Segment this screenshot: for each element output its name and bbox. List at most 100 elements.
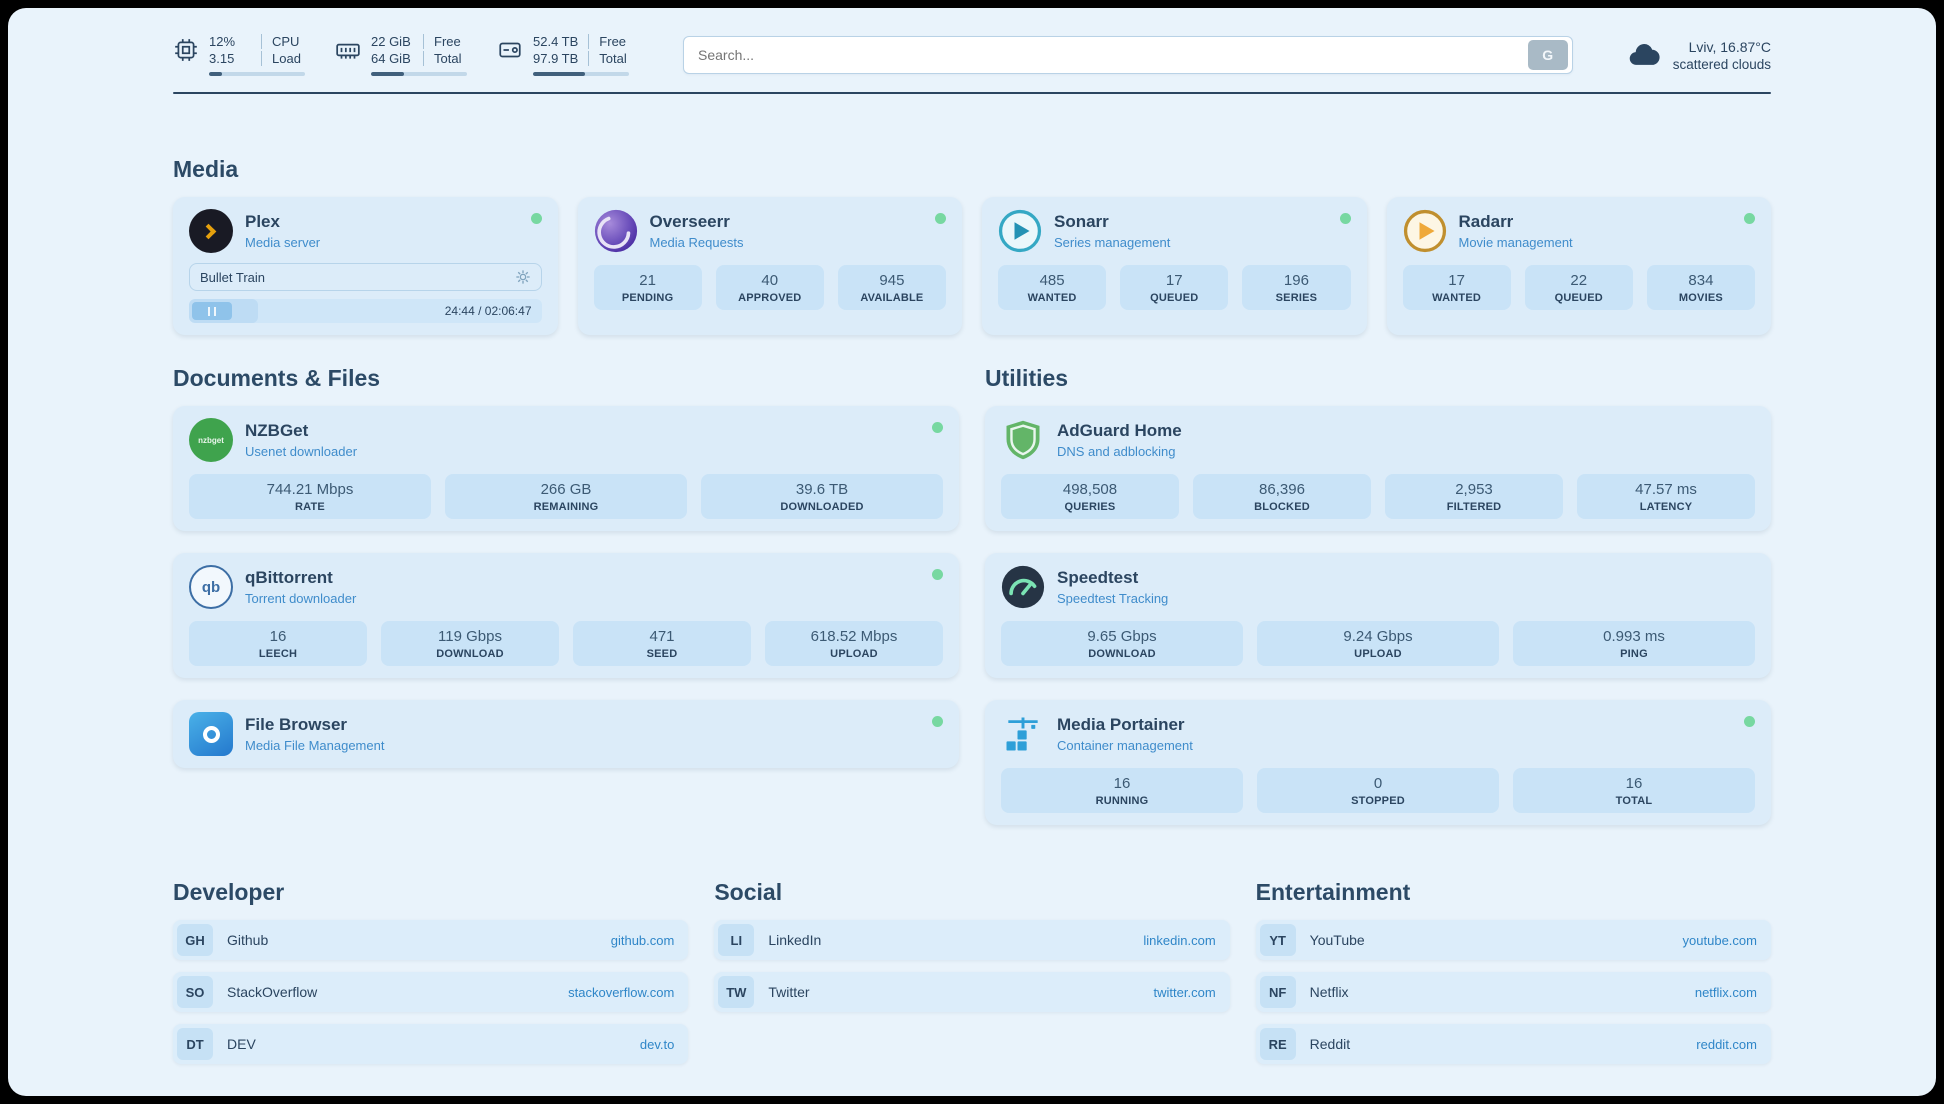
ram-total-value: 64 GiB (371, 51, 411, 66)
bookmark-github[interactable]: GH Github github.com (173, 920, 689, 960)
bookmark-twitter[interactable]: TW Twitter twitter.com (714, 972, 1230, 1012)
gear-icon[interactable] (515, 269, 531, 285)
bookmarks-social: Social LI LinkedIn linkedin.com TW Twitt… (714, 879, 1230, 1064)
status-dot (530, 213, 542, 224)
status-dot (1744, 716, 1755, 727)
stat-value: 17 (1165, 272, 1183, 289)
bookmark-url[interactable]: reddit.com (1696, 1036, 1757, 1052)
filebrowser-icon (189, 712, 233, 756)
section-heading-documents: Documents & Files (173, 365, 381, 391)
bookmark-abbr-badge: RE (1259, 1028, 1296, 1060)
card-title: Plex (245, 212, 280, 231)
stat-queued: 17 QUEUED (1120, 265, 1229, 310)
sonarr-card[interactable]: Sonarr Series management 485 WANTED 17 Q… (982, 197, 1367, 335)
stat-value: 2,953 (1455, 481, 1493, 498)
stat-total: 16 TOTAL (1513, 768, 1755, 813)
stat-queued: 22 QUEUED (1524, 265, 1633, 310)
card-subtitle: Media server (245, 235, 321, 250)
card-title: AdGuard Home (1057, 421, 1182, 440)
bookmark-netflix[interactable]: NF Netflix netflix.com (1255, 972, 1771, 1012)
ram-free-label: Free (423, 34, 461, 49)
search-input[interactable] (698, 47, 1528, 63)
disk-widget: 52.4 TB Free 97.9 TB Total (497, 34, 629, 76)
stat-value: 47.57 ms (1635, 481, 1697, 498)
overseerr-card[interactable]: Overseerr Media Requests 21 PENDING 40 A… (577, 197, 962, 335)
card-subtitle: Media Requests (649, 235, 744, 250)
bookmark-url[interactable]: youtube.com (1682, 932, 1757, 948)
bookmark-url[interactable]: linkedin.com (1143, 932, 1216, 948)
card-subtitle: Usenet downloader (245, 444, 358, 459)
radarr-icon (1403, 209, 1446, 253)
ram-free-value: 22 GiB (371, 34, 411, 49)
stat-value: 0 (1373, 775, 1383, 792)
bookmark-linkedin[interactable]: LI LinkedIn linkedin.com (714, 920, 1230, 960)
search-engine-button[interactable]: G (1527, 40, 1568, 70)
bookmark-url[interactable]: netflix.com (1694, 984, 1757, 1000)
card-title: Radarr (1458, 212, 1514, 231)
cpu-load-value: 3.15 (209, 51, 235, 66)
search-box[interactable]: G (683, 36, 1573, 74)
stat-blocked: 86,396 BLOCKED (1193, 474, 1371, 519)
playback-progress-bar[interactable]: 24:44 / 02:06:47 (189, 299, 542, 323)
stat-label: QUEUED (1150, 292, 1199, 304)
disk-free-label: Free (588, 34, 626, 49)
bookmark-reddit[interactable]: RE Reddit reddit.com (1255, 1024, 1771, 1064)
ram-progress-bar (371, 72, 467, 76)
stat-label: MOVIES (1678, 292, 1723, 304)
status-dot (932, 569, 943, 580)
stat-download: 9.65 Gbps DOWNLOAD (1001, 621, 1243, 666)
bookmark-url[interactable]: github.com (610, 932, 675, 948)
filebrowser-card[interactable]: File Browser Media File Management (173, 700, 959, 768)
disk-progress-bar (533, 72, 629, 76)
stat-label: RATE (295, 501, 325, 513)
top-divider (173, 92, 1771, 94)
stat-label: SEED (646, 648, 678, 660)
card-subtitle: Container management (1057, 738, 1193, 753)
radarr-card[interactable]: Radarr Movie management 17 WANTED 22 QUE… (1386, 197, 1771, 335)
stat-value: 119 Gbps (438, 628, 502, 645)
bookmark-abbr-badge: YT (1259, 924, 1296, 956)
bookmark-youtube[interactable]: YT YouTube youtube.com (1255, 920, 1771, 960)
ram-total-label: Total (423, 51, 461, 66)
stat-label: WANTED (1027, 292, 1077, 304)
bookmark-abbr-badge: NF (1259, 976, 1296, 1008)
speedtest-card[interactable]: Speedtest Speedtest Tracking 9.65 Gbps D… (985, 553, 1771, 678)
stat-value: 39.6 TB (795, 481, 849, 498)
qbittorrent-card[interactable]: qb qBittorrent Torrent downloader 16 LEE… (173, 553, 959, 678)
stat-label: QUEUED (1554, 292, 1603, 304)
stat-value: 0.993 ms (1603, 628, 1665, 645)
stat-label: LATENCY (1639, 501, 1693, 513)
stat-wanted: 17 WANTED (1402, 265, 1511, 310)
stat-value: 9.65 Gbps (1087, 628, 1157, 645)
stat-label: DOWNLOAD (436, 648, 504, 660)
plex-card[interactable]: Plex Media server Bullet Train (173, 197, 558, 335)
bookmark-url[interactable]: stackoverflow.com (568, 984, 675, 1000)
weather-location: Lviv, 16.87°C (1688, 38, 1771, 55)
bookmark-abbr-badge: TW (718, 976, 755, 1008)
stat-ping: 0.993 ms PING (1513, 621, 1755, 666)
bookmark-abbr-badge: LI (718, 924, 755, 956)
portainer-icon (1006, 717, 1038, 751)
portainer-card[interactable]: Media Portainer Container management 16 … (985, 700, 1771, 825)
nzbget-card[interactable]: nzbget NZBGet Usenet downloader 744.21 M… (173, 406, 959, 531)
stat-value: 834 (1688, 272, 1714, 289)
stat-value: 40 (761, 272, 779, 289)
disk-free-value: 52.4 TB (533, 34, 579, 49)
stat-label: SERIES (1275, 292, 1318, 304)
bookmark-url[interactable]: twitter.com (1153, 984, 1216, 1000)
section-heading-developer: Developer (173, 879, 285, 905)
stat-download: 119 Gbps DOWNLOAD (381, 621, 559, 666)
cpu-progress-fill (209, 72, 223, 76)
bookmark-stackoverflow[interactable]: SO StackOverflow stackoverflow.com (173, 972, 689, 1012)
adguard-card[interactable]: AdGuard Home DNS and adblocking 498,508 … (985, 406, 1771, 531)
pause-button[interactable] (192, 302, 232, 320)
stat-label: AVAILABLE (860, 292, 924, 304)
status-dot (1744, 213, 1755, 224)
utilities-column: Utilities AdGuard Home DNS and adblockin… (985, 365, 1771, 825)
card-title: Overseerr (649, 212, 730, 231)
bookmark-url[interactable]: dev.to (639, 1036, 675, 1052)
stat-value: 744.21 Mbps (266, 481, 354, 498)
stat-label: TOTAL (1615, 795, 1653, 807)
bookmark-dev[interactable]: DT DEV dev.to (173, 1024, 689, 1064)
stat-running: 16 RUNNING (1001, 768, 1243, 813)
